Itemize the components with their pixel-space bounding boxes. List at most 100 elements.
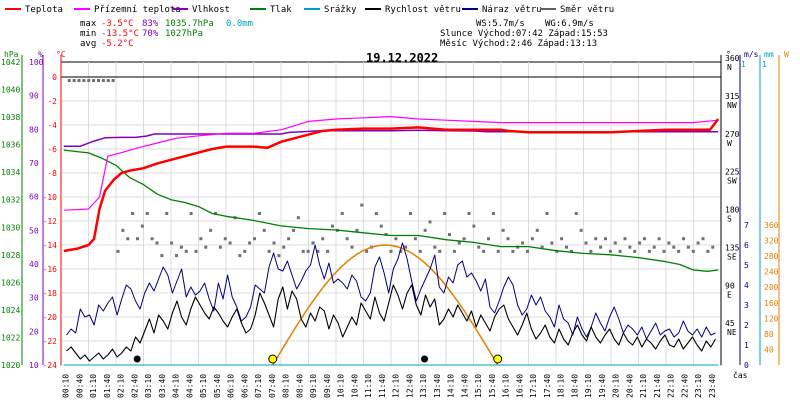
x-tick-label: 03:40 [158,374,167,398]
wind-dir-point [340,212,344,215]
dir-tick-label: S [727,215,732,224]
x-tick-label: 12:10 [392,374,401,398]
wind-dir-point [267,249,271,253]
wind-dir-point [170,241,174,245]
x-tick-label: 17:10 [529,374,538,398]
stat-avg-label: avg [80,39,96,49]
series-prizemni-teplota [63,116,719,211]
wind-dir-point [423,228,427,232]
ms-tick-label: 7 [744,221,749,230]
wind-dir-point [223,237,227,241]
sunset-marker [493,354,503,364]
solar-arc [272,244,499,366]
wind-dir-point [331,224,334,228]
x-tick-label: 08:10 [282,374,291,398]
legend-label: Směr větru [560,5,614,15]
wind-dir-point [638,241,642,245]
temp-tick-label: -8 [47,169,57,178]
wind-dir-point [574,212,578,215]
ms-tick-label: 2 [744,321,749,330]
wind-dir-point [150,237,154,241]
x-tick-label: 12:40 [405,374,414,398]
wind-dir-point [106,79,110,83]
wind-dir-point [77,79,81,83]
wind-dir-point [87,79,91,83]
wind-dir-point [365,249,369,253]
wind-dir-point [111,79,115,83]
wdeg-tick-label: 160 [764,299,779,308]
wind-dir-point [569,249,573,253]
wdeg-tick-label: 40 [764,345,774,354]
x-tick-label: 06:10 [227,374,236,398]
wind-dir-point [350,245,354,249]
x-tick-label: 01:40 [103,374,112,398]
wind-dir-point [604,237,607,241]
dir-tick-label: E [727,290,732,299]
x-tick-label: 19:40 [598,374,607,398]
wind-dir-point [540,245,544,249]
x-tick-label: 04:10 [172,374,181,398]
legend-label: Srážky [324,5,357,15]
pct-tick-label: 60 [29,193,39,202]
wind-dir-point [457,241,461,245]
wind-dir-point [136,237,139,241]
wind-dir-point [526,249,529,253]
temp-tick-label: -6 [47,145,57,154]
x-tick-label: 20:10 [612,374,621,398]
wind-dir-point [204,245,208,249]
series-teplota [63,118,720,253]
wind-dir-point [97,79,100,83]
wind-dir-point [696,241,700,245]
legend-label: Rychlost větru [385,5,461,15]
dir-tick-label: N [727,63,732,72]
wdeg-tick-label: 80 [764,330,774,339]
temp-tick-label: -4 [47,121,57,130]
x-tick-label: 15:10 [474,374,483,398]
wind-dir-point [487,237,490,241]
wind-dir-point [131,212,135,215]
hpa-tick-label: 1040 [1,86,20,95]
wind-dir-point [565,245,568,249]
wind-dir-point [618,249,622,253]
wind-dir-point [496,249,500,253]
x-tick-label: 19:10 [584,374,593,398]
pct-tick-label: 20 [29,327,39,336]
stat-avg-temp: -5.2°C [101,39,134,49]
pct-tick-label: 80 [29,125,39,134]
x-tick-label: 07:40 [268,374,277,398]
x-tick-label: 14:40 [460,374,469,398]
wind-dir-point [530,237,534,241]
wind-dir-point [511,249,515,253]
dir-tick-label: NE [727,328,737,337]
chart-marks [63,79,720,366]
wind-dir-point [101,79,105,83]
wind-dir-point [521,241,525,245]
x-tick-label: 09:40 [323,374,332,398]
temp-tick-label: -2 [47,97,57,106]
wind-dir-point [706,249,710,253]
wind-dir-point [316,249,320,253]
wind-dir-point [306,249,310,253]
x-tick-label: 01:10 [89,374,98,398]
wind-dir-point [535,228,539,232]
temp-tick-label: 0 [52,73,57,82]
wind-dir-point [92,79,96,83]
wind-dir-point [589,249,593,253]
wind-dir-point [194,249,198,253]
wind-dir-point [389,249,393,253]
wind-dir-point [584,241,588,245]
temp-tick-label: -24 [43,361,58,370]
wind-dir-point [418,249,422,253]
wind-dir-point [67,79,71,83]
wind-dir-point [477,245,481,249]
hpa-tick-label: 1020 [1,361,20,370]
wdeg-tick-label: 360 [764,221,779,230]
wind-dir-point [253,237,256,241]
hpa-tick-label: 1026 [1,278,20,287]
wind-dir-point [321,237,325,241]
dir-tick-label: SE [727,252,737,261]
x-tick-label: 10:10 [337,374,346,398]
wind-dir-point [155,241,159,245]
x-tick-label: 21:40 [653,374,662,398]
series-naraz-vetru [66,242,716,340]
